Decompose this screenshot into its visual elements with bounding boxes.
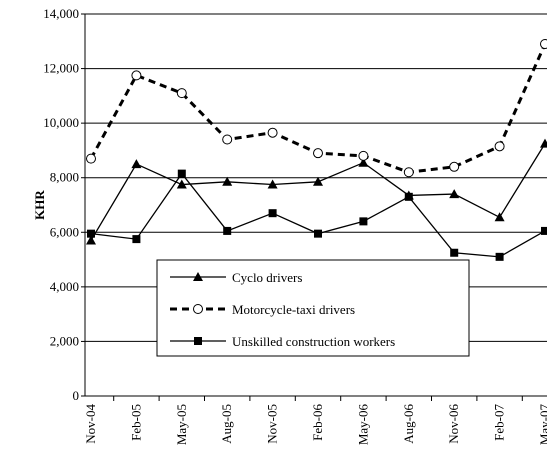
marker [449,161,460,172]
marker [132,235,141,244]
marker [495,252,504,261]
y-tick-label: 2,000 [50,333,79,348]
marker [449,189,460,199]
marker [358,150,369,161]
y-tick-label: 10,000 [43,115,79,130]
x-tick-label: Aug-05 [219,404,234,444]
marker [131,159,142,169]
y-tick-label: 8,000 [50,170,79,185]
marker [540,39,547,50]
marker [176,179,187,189]
y-tick-label: 4,000 [50,279,79,294]
legend-label: Motorcycle-taxi drivers [232,302,355,317]
marker [193,272,203,281]
x-tick-label: Feb-05 [128,404,143,441]
y-tick-label: 6,000 [50,224,79,239]
marker [131,70,142,81]
marker [267,179,278,189]
x-tick-label: Nov-05 [265,404,280,444]
x-tick-label: Aug-06 [401,404,416,444]
marker [313,176,323,186]
series [86,39,547,178]
x-tick-label: Feb-07 [492,404,507,441]
marker [358,157,369,167]
y-tick-label: 12,000 [43,61,79,76]
marker [222,134,233,145]
x-tick-label: May-06 [355,404,370,446]
marker [87,229,95,238]
marker [494,141,505,152]
marker [313,148,323,159]
marker [193,304,203,314]
marker [222,176,233,186]
marker [450,248,459,257]
x-tick-label: Nov-04 [83,404,98,444]
marker [177,169,186,178]
x-tick-label: May-05 [174,404,189,445]
y-axis-label: KHR [32,190,47,220]
y-tick-label: 14,000 [43,6,79,21]
marker [541,226,547,235]
legend: Cyclo drivers Motorcycle-taxi drivers Unsk… [156,259,470,357]
marker [194,337,202,345]
marker [176,88,187,99]
legend-label: Cyclo drivers [232,270,302,285]
marker [267,127,278,138]
marker [223,226,232,235]
marker [268,209,277,218]
marker [359,217,368,226]
series-line [90,172,546,258]
y-tick-label: 0 [73,388,80,403]
series [87,169,547,261]
series [86,138,547,245]
x-tick-label: May-07 [537,404,547,446]
marker [86,235,96,245]
x-tick-label: Feb-06 [310,404,325,441]
marker [86,153,96,164]
marker [403,167,414,178]
marker [494,212,505,222]
legend-label: Unskilled construction workers [232,334,395,349]
marker [314,229,322,238]
x-tick-label: Nov-06 [446,404,461,444]
marker [540,138,547,148]
marker [404,192,413,201]
